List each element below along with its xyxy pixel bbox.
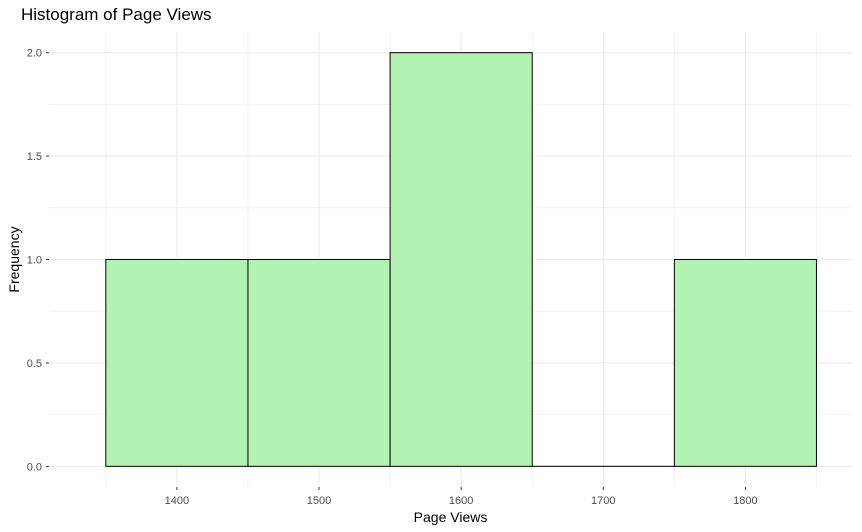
- y-tick-label: 1.5: [27, 151, 42, 163]
- x-tick-label: 1800: [733, 495, 757, 507]
- histogram-bars: [105, 52, 817, 467]
- x-tick-label: 1600: [449, 495, 473, 507]
- y-tick-label: 2.0: [27, 48, 42, 60]
- histogram-bar: [673, 259, 817, 467]
- x-tick-labels: 1400 1500 1600 1700 1800: [165, 495, 758, 507]
- x-tick-label: 1400: [165, 495, 189, 507]
- x-axis-title: Page Views: [414, 509, 488, 525]
- y-tick-label: 1.0: [27, 255, 42, 267]
- axis-ticks: [46, 52, 746, 490]
- y-tick-labels: 0.0 0.5 1.0 1.5 2.0: [27, 48, 42, 474]
- histogram-bar: [389, 52, 533, 467]
- y-axis-title: Frequency: [6, 226, 22, 292]
- histogram-bar: [247, 259, 391, 467]
- x-tick-label: 1500: [307, 495, 331, 507]
- y-tick-label: 0.5: [27, 358, 42, 370]
- chart-title: Histogram of Page Views: [21, 5, 212, 24]
- y-tick-label: 0.0: [27, 461, 42, 473]
- x-tick-label: 1700: [591, 495, 615, 507]
- histogram-bar: [105, 259, 249, 467]
